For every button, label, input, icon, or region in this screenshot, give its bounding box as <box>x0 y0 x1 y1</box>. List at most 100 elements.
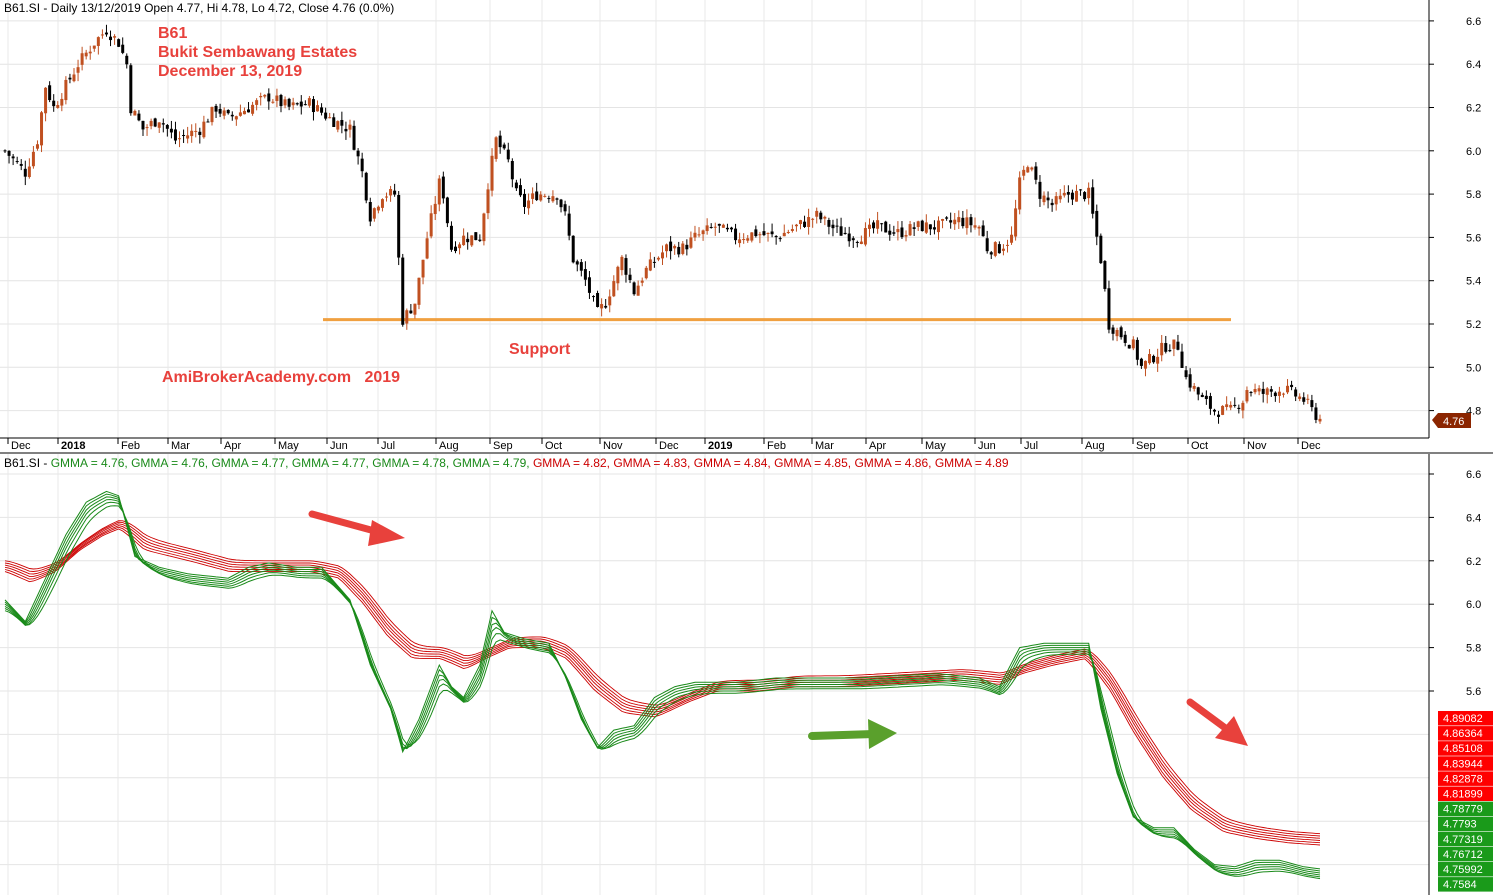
candle <box>583 261 587 286</box>
candle <box>194 123 198 138</box>
candle <box>1115 327 1119 342</box>
candle <box>782 224 786 237</box>
candle <box>437 175 441 212</box>
candle <box>11 153 15 166</box>
candle <box>31 146 35 169</box>
gmma-value-tag: 4.77319 <box>1438 831 1493 847</box>
candle <box>973 217 977 230</box>
gmma-header: B61.SI - GMMA = 4.76, GMMA = 4.76, GMMA … <box>4 456 1009 470</box>
candle <box>567 205 571 241</box>
candle <box>941 218 945 229</box>
month-label: Nov <box>1247 440 1267 452</box>
candle <box>709 223 713 229</box>
candle <box>1022 165 1026 181</box>
month-label: Sep <box>1136 440 1156 452</box>
candle <box>770 223 774 238</box>
month-label: Apr <box>869 440 886 452</box>
candle <box>1217 410 1221 424</box>
candle <box>165 123 169 137</box>
candle <box>169 120 173 139</box>
candle <box>904 230 908 242</box>
candle <box>104 24 108 37</box>
price-tick-label: 5.4 <box>1466 276 1481 288</box>
candle <box>76 59 80 82</box>
candle <box>1172 339 1176 357</box>
candle <box>506 142 510 163</box>
candle <box>393 183 397 197</box>
candle <box>356 148 360 165</box>
candle <box>1281 392 1285 398</box>
candle <box>1062 185 1066 198</box>
candle <box>547 195 551 203</box>
candle <box>1168 344 1172 353</box>
candle <box>839 217 843 236</box>
candle <box>1314 402 1318 424</box>
candle <box>283 96 287 109</box>
candle <box>84 49 88 60</box>
gmma-value-tag: 4.75992 <box>1438 862 1493 877</box>
candle <box>989 250 993 259</box>
candle <box>218 103 222 118</box>
candle <box>693 225 697 242</box>
candle <box>1103 260 1107 292</box>
svg-text:4.81899: 4.81899 <box>1443 789 1483 801</box>
candle <box>518 178 522 198</box>
candle <box>827 217 831 235</box>
candle <box>640 277 644 287</box>
candle <box>669 236 673 260</box>
candle <box>661 245 664 265</box>
gmma-header-part: GMMA = 4.89 <box>935 456 1009 470</box>
candle <box>1261 381 1265 403</box>
gmma-tick-label: 6.2 <box>1466 556 1481 568</box>
candle <box>867 218 871 237</box>
candle <box>1221 405 1225 416</box>
candle <box>1237 404 1241 414</box>
candle <box>750 232 754 243</box>
candle <box>754 225 758 238</box>
date-annotation: December 13, 2019 <box>158 63 302 80</box>
candle <box>328 112 332 119</box>
candle <box>705 218 709 235</box>
candle <box>303 100 307 106</box>
candle <box>876 211 880 234</box>
candle <box>786 229 790 234</box>
candle <box>462 228 466 246</box>
candle <box>811 217 815 228</box>
candle <box>551 190 555 203</box>
price-tick-label: 5.2 <box>1466 319 1481 331</box>
month-label: Dec <box>11 440 31 452</box>
candle <box>502 142 506 150</box>
candle <box>677 241 681 258</box>
candle <box>186 126 190 144</box>
gmma-lines <box>4 490 1321 880</box>
month-label: Nov <box>603 440 623 452</box>
candle <box>1038 175 1042 207</box>
candle <box>896 221 900 241</box>
candle <box>1184 365 1188 380</box>
svg-text:4.76712: 4.76712 <box>1443 849 1483 861</box>
candle <box>912 222 916 236</box>
gmma-value-tags: 4.89082 4.86364 4.85108 4.83944 4.82878 4.818… <box>1438 711 1493 892</box>
candle <box>1212 408 1216 416</box>
price-candles <box>3 24 1322 424</box>
candle <box>56 101 60 109</box>
candle <box>320 103 324 116</box>
candle <box>52 94 56 112</box>
candle <box>831 219 835 237</box>
gmma-header-part: GMMA = 4.82, <box>533 456 613 470</box>
candle <box>498 130 502 154</box>
candle <box>490 148 494 197</box>
candle <box>774 235 778 245</box>
candle <box>762 223 766 237</box>
candle <box>916 220 920 232</box>
candle <box>19 159 23 171</box>
candle <box>1058 189 1062 203</box>
candle <box>255 98 259 111</box>
candle <box>389 185 393 202</box>
candle <box>190 124 194 143</box>
candle <box>226 109 230 115</box>
price-tick-label: 6.2 <box>1466 103 1481 115</box>
candle <box>908 220 912 237</box>
candle <box>855 240 859 248</box>
candle <box>945 216 949 221</box>
